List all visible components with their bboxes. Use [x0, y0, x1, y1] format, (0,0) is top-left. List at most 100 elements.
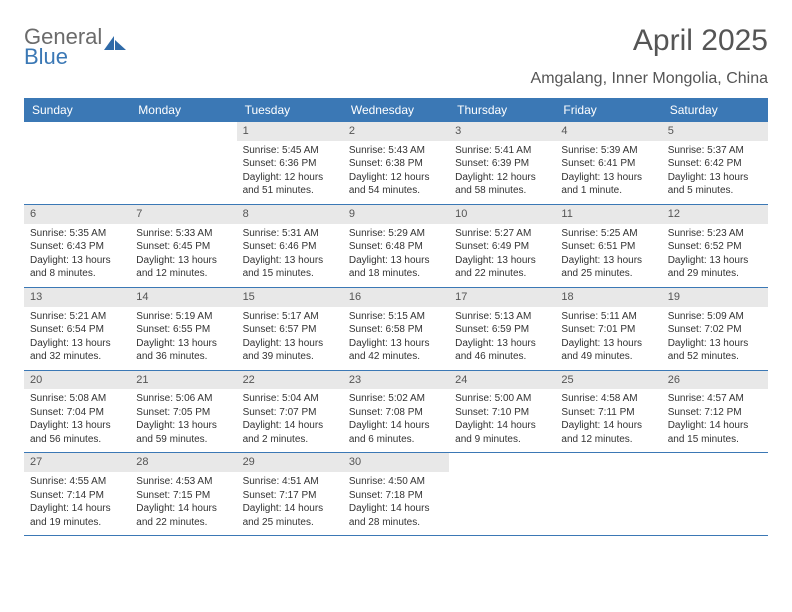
- sunrise-text: Sunrise: 5:09 AM: [668, 310, 762, 324]
- sunset-text: Sunset: 6:45 PM: [136, 240, 230, 254]
- sunrise-text: Sunrise: 5:02 AM: [349, 392, 443, 406]
- day-cell: 20Sunrise: 5:08 AMSunset: 7:04 PMDayligh…: [24, 371, 130, 453]
- sunset-text: Sunset: 6:46 PM: [243, 240, 337, 254]
- daylight-text: Daylight: 13 hours and 36 minutes.: [136, 337, 230, 364]
- sunset-text: Sunset: 6:36 PM: [243, 157, 337, 171]
- weekday-header: Friday: [555, 98, 661, 122]
- day-number: 9: [343, 205, 449, 224]
- day-number: 16: [343, 288, 449, 307]
- weekday-header-row: Sunday Monday Tuesday Wednesday Thursday…: [24, 98, 768, 122]
- day-number: 7: [130, 205, 236, 224]
- day-number: 25: [555, 371, 661, 390]
- day-number: 29: [237, 453, 343, 472]
- daylight-text: Daylight: 13 hours and 29 minutes.: [668, 254, 762, 281]
- day-number: 4: [555, 122, 661, 141]
- sunset-text: Sunset: 6:57 PM: [243, 323, 337, 337]
- daylight-text: Daylight: 14 hours and 9 minutes.: [455, 419, 549, 446]
- sunset-text: Sunset: 7:08 PM: [349, 406, 443, 420]
- sunset-text: Sunset: 6:59 PM: [455, 323, 549, 337]
- week-row: 13Sunrise: 5:21 AMSunset: 6:54 PMDayligh…: [24, 288, 768, 371]
- day-number: 5: [662, 122, 768, 141]
- weekday-header: Wednesday: [343, 98, 449, 122]
- day-cell: 13Sunrise: 5:21 AMSunset: 6:54 PMDayligh…: [24, 288, 130, 370]
- sunrise-text: Sunrise: 5:45 AM: [243, 144, 337, 158]
- daylight-text: Daylight: 14 hours and 25 minutes.: [243, 502, 337, 529]
- day-number: 15: [237, 288, 343, 307]
- empty-cell: [24, 122, 130, 204]
- day-cell: 27Sunrise: 4:55 AMSunset: 7:14 PMDayligh…: [24, 453, 130, 535]
- sunset-text: Sunset: 7:05 PM: [136, 406, 230, 420]
- sunrise-text: Sunrise: 5:00 AM: [455, 392, 549, 406]
- weeks-container: 1Sunrise: 5:45 AMSunset: 6:36 PMDaylight…: [24, 122, 768, 536]
- weekday-header: Saturday: [662, 98, 768, 122]
- sunrise-text: Sunrise: 4:51 AM: [243, 475, 337, 489]
- day-cell: 15Sunrise: 5:17 AMSunset: 6:57 PMDayligh…: [237, 288, 343, 370]
- day-cell: 26Sunrise: 4:57 AMSunset: 7:12 PMDayligh…: [662, 371, 768, 453]
- daylight-text: Daylight: 13 hours and 49 minutes.: [561, 337, 655, 364]
- sunrise-text: Sunrise: 5:33 AM: [136, 227, 230, 241]
- week-row: 1Sunrise: 5:45 AMSunset: 6:36 PMDaylight…: [24, 122, 768, 205]
- day-number: 19: [662, 288, 768, 307]
- day-number: 23: [343, 371, 449, 390]
- day-cell: 2Sunrise: 5:43 AMSunset: 6:38 PMDaylight…: [343, 122, 449, 204]
- sunset-text: Sunset: 6:42 PM: [668, 157, 762, 171]
- day-number: 21: [130, 371, 236, 390]
- daylight-text: Daylight: 13 hours and 46 minutes.: [455, 337, 549, 364]
- day-cell: 3Sunrise: 5:41 AMSunset: 6:39 PMDaylight…: [449, 122, 555, 204]
- day-number: 18: [555, 288, 661, 307]
- sunrise-text: Sunrise: 4:53 AM: [136, 475, 230, 489]
- sunset-text: Sunset: 6:52 PM: [668, 240, 762, 254]
- day-cell: 16Sunrise: 5:15 AMSunset: 6:58 PMDayligh…: [343, 288, 449, 370]
- daylight-text: Daylight: 14 hours and 19 minutes.: [30, 502, 124, 529]
- daylight-text: Daylight: 14 hours and 12 minutes.: [561, 419, 655, 446]
- day-number: 27: [24, 453, 130, 472]
- day-cell: 12Sunrise: 5:23 AMSunset: 6:52 PMDayligh…: [662, 205, 768, 287]
- sunset-text: Sunset: 6:48 PM: [349, 240, 443, 254]
- daylight-text: Daylight: 13 hours and 59 minutes.: [136, 419, 230, 446]
- day-number: 8: [237, 205, 343, 224]
- daylight-text: Daylight: 13 hours and 25 minutes.: [561, 254, 655, 281]
- week-row: 20Sunrise: 5:08 AMSunset: 7:04 PMDayligh…: [24, 371, 768, 454]
- daylight-text: Daylight: 13 hours and 52 minutes.: [668, 337, 762, 364]
- day-number: 28: [130, 453, 236, 472]
- sunrise-text: Sunrise: 4:58 AM: [561, 392, 655, 406]
- brand-word-2: Blue: [24, 44, 68, 70]
- day-cell: 11Sunrise: 5:25 AMSunset: 6:51 PMDayligh…: [555, 205, 661, 287]
- week-row: 27Sunrise: 4:55 AMSunset: 7:14 PMDayligh…: [24, 453, 768, 536]
- day-cell: 5Sunrise: 5:37 AMSunset: 6:42 PMDaylight…: [662, 122, 768, 204]
- sunrise-text: Sunrise: 5:31 AM: [243, 227, 337, 241]
- daylight-text: Daylight: 13 hours and 22 minutes.: [455, 254, 549, 281]
- sunrise-text: Sunrise: 5:15 AM: [349, 310, 443, 324]
- sunset-text: Sunset: 6:49 PM: [455, 240, 549, 254]
- sunrise-text: Sunrise: 5:37 AM: [668, 144, 762, 158]
- day-cell: 4Sunrise: 5:39 AMSunset: 6:41 PMDaylight…: [555, 122, 661, 204]
- sunset-text: Sunset: 7:04 PM: [30, 406, 124, 420]
- sunset-text: Sunset: 7:11 PM: [561, 406, 655, 420]
- sunset-text: Sunset: 6:43 PM: [30, 240, 124, 254]
- location-subtitle: Amgalang, Inner Mongolia, China: [24, 70, 768, 88]
- daylight-text: Daylight: 14 hours and 15 minutes.: [668, 419, 762, 446]
- daylight-text: Daylight: 12 hours and 58 minutes.: [455, 171, 549, 198]
- day-cell: 18Sunrise: 5:11 AMSunset: 7:01 PMDayligh…: [555, 288, 661, 370]
- day-number: 26: [662, 371, 768, 390]
- day-cell: 29 Sunrise: 4:51 AMSunset: 7:17 PMDayligh…: [237, 453, 343, 535]
- sunrise-text: Sunrise: 5:08 AM: [30, 392, 124, 406]
- day-cell: 22Sunrise: 5:04 AMSunset: 7:07 PMDayligh…: [237, 371, 343, 453]
- sunrise-text: Sunrise: 4:50 AM: [349, 475, 443, 489]
- day-cell: 21Sunrise: 5:06 AMSunset: 7:05 PMDayligh…: [130, 371, 236, 453]
- sunset-text: Sunset: 7:17 PM: [243, 489, 337, 503]
- day-cell: 6Sunrise: 5:35 AMSunset: 6:43 PMDaylight…: [24, 205, 130, 287]
- calendar: Sunday Monday Tuesday Wednesday Thursday…: [24, 98, 768, 536]
- day-number: 24: [449, 371, 555, 390]
- sunrise-text: Sunrise: 5:27 AM: [455, 227, 549, 241]
- day-cell: 30Sunrise: 4:50 AMSunset: 7:18 PMDayligh…: [343, 453, 449, 535]
- sunset-text: Sunset: 7:01 PM: [561, 323, 655, 337]
- sunset-text: Sunset: 6:58 PM: [349, 323, 443, 337]
- sunrise-text: Sunrise: 5:17 AM: [243, 310, 337, 324]
- daylight-text: Daylight: 13 hours and 1 minute.: [561, 171, 655, 198]
- day-number: 2: [343, 122, 449, 141]
- weekday-header: Thursday: [449, 98, 555, 122]
- sunset-text: Sunset: 6:38 PM: [349, 157, 443, 171]
- empty-cell: [555, 453, 661, 535]
- sunrise-text: Sunrise: 5:04 AM: [243, 392, 337, 406]
